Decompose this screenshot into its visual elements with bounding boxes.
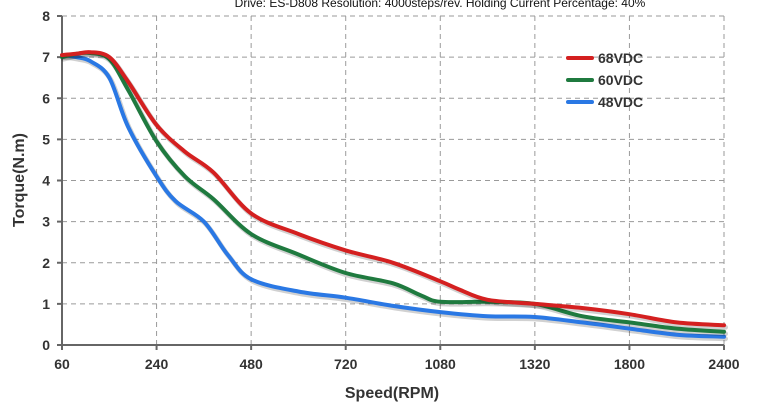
x-tick-label: 480	[239, 356, 263, 372]
x-axis-ticks: 60 240 480 720 1080 1320 1800 2400	[54, 345, 740, 372]
y-tick-label: 8	[42, 8, 50, 24]
y-tick-label: 3	[42, 214, 50, 230]
x-axis-label: Speed(RPM)	[345, 385, 439, 402]
legend: 68VDC 60VDC 48VDC	[566, 50, 643, 110]
x-tick-label: 1800	[614, 356, 645, 372]
y-tick-label: 7	[42, 49, 50, 65]
legend-label-68vdc: 68VDC	[598, 50, 643, 66]
y-tick-label: 4	[42, 173, 50, 189]
x-tick-label: 2400	[708, 356, 739, 372]
y-tick-label: 1	[42, 296, 50, 312]
y-tick-label: 6	[42, 90, 50, 106]
y-tick-label: 2	[42, 255, 50, 271]
series-line-68vdc	[60, 50, 726, 328]
legend-label-60vdc: 60VDC	[598, 72, 643, 88]
y-tick-label: 5	[42, 131, 50, 147]
series-group	[60, 50, 728, 342]
x-tick-label: 1080	[425, 356, 456, 372]
grid	[62, 15, 725, 345]
legend-label-48vdc: 48VDC	[598, 94, 643, 110]
y-tick-label: 0	[42, 337, 50, 353]
x-tick-label: 240	[145, 356, 169, 372]
chart-title: Drive: ES-D808 Resolution: 4000steps/rev…	[235, 0, 646, 10]
series-line-48vdc	[60, 53, 726, 339]
y-axis-ticks: 0 1 2 3 4 5 6 7 8	[42, 8, 62, 353]
y-axis-label: Torque(N.m)	[11, 133, 28, 227]
x-tick-label: 720	[334, 356, 358, 372]
x-tick-label: 60	[54, 356, 70, 372]
x-tick-label: 1320	[519, 356, 550, 372]
